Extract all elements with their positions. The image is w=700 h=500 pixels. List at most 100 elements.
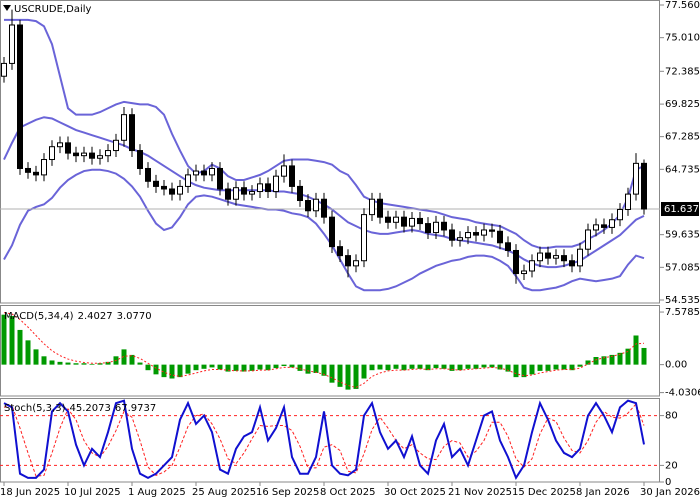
macd-bar xyxy=(97,363,103,365)
candle-body xyxy=(353,260,359,267)
x-tick-label: 30 Oct 2025 xyxy=(384,487,446,498)
macd-bar xyxy=(329,364,335,383)
candle-body xyxy=(193,170,199,176)
candle-body xyxy=(449,229,455,241)
macd-bar xyxy=(449,364,455,371)
y-tick-label: 64.735 xyxy=(665,164,700,175)
candle-body xyxy=(177,185,183,195)
macd-bar xyxy=(529,364,535,375)
macd-bar xyxy=(409,364,415,369)
candle-body xyxy=(521,270,527,275)
macd-bar xyxy=(369,364,375,371)
candle-body xyxy=(201,170,207,176)
candle-body xyxy=(305,200,311,212)
candle-body xyxy=(529,260,535,272)
macd-bar xyxy=(601,356,607,365)
candle-body xyxy=(553,255,559,259)
candle-body xyxy=(561,255,567,262)
macd-bar xyxy=(465,364,471,369)
candle-body xyxy=(1,62,7,77)
candle-body xyxy=(321,198,327,218)
x-tick-label: 8 Oct 2025 xyxy=(320,487,375,498)
macd-bar xyxy=(201,364,207,369)
macd-bar xyxy=(185,364,191,374)
y-tick-label: 20 xyxy=(665,460,678,471)
macd-bar xyxy=(593,357,599,365)
y-tick-label: 57.085 xyxy=(665,262,700,273)
candle-body xyxy=(129,114,135,152)
macd-bar xyxy=(289,364,295,368)
candle-body xyxy=(601,224,607,228)
macd-bar xyxy=(433,364,439,369)
candle-body xyxy=(393,216,399,223)
candle-body xyxy=(17,24,23,169)
candle-body xyxy=(585,229,591,250)
macd-bar xyxy=(225,364,231,372)
candle-body xyxy=(113,139,119,152)
candle-body xyxy=(401,216,407,227)
macd-bar xyxy=(41,356,47,365)
macd-bar xyxy=(49,360,55,365)
candle-body xyxy=(169,188,175,195)
macd-bar xyxy=(9,316,15,365)
y-tick-label: 0 xyxy=(665,477,671,488)
macd-bar xyxy=(569,364,575,371)
macd-value: 2.4027 xyxy=(78,311,113,322)
chart-title: USCRUDE,Daily xyxy=(14,4,91,15)
y-tick-label: 80 xyxy=(665,411,678,422)
candle-body xyxy=(289,165,295,187)
macd-bar xyxy=(513,364,519,378)
y-tick-label: 7.5785 xyxy=(665,307,700,318)
macd-bar xyxy=(193,364,199,371)
candle-body xyxy=(609,219,615,228)
candle-body xyxy=(225,188,231,200)
macd-bar xyxy=(57,361,63,365)
macd-bar xyxy=(641,347,647,365)
x-tick-label: 30 Jan 2026 xyxy=(640,487,700,498)
stoch-main-line xyxy=(3,399,645,481)
candle-body xyxy=(233,187,239,200)
macd-bar xyxy=(361,364,367,379)
candle-body xyxy=(105,150,111,157)
menu-triangle[interactable] xyxy=(3,5,11,11)
macd-bar xyxy=(121,349,127,365)
macd-bar xyxy=(425,364,431,371)
macd-bar xyxy=(241,364,247,372)
candle-body xyxy=(337,246,343,257)
candle-body xyxy=(145,167,151,182)
candle-body xyxy=(465,232,471,239)
candle-body xyxy=(497,230,503,244)
y-tick-label: 54.535 xyxy=(665,295,700,306)
y-tick-label: 77.560 xyxy=(665,0,700,11)
macd-bar xyxy=(561,364,567,370)
price-tag-label: 61.637 xyxy=(664,204,699,215)
macd-bar xyxy=(169,364,175,379)
macd-bar xyxy=(217,364,223,370)
candle-body xyxy=(217,167,223,190)
y-tick-label: 67.285 xyxy=(665,132,700,143)
candle-body xyxy=(409,217,415,227)
macd-bar xyxy=(233,364,239,371)
candle-body xyxy=(209,167,215,176)
macd-bar xyxy=(81,363,87,365)
candle-body xyxy=(297,185,303,202)
candle-body xyxy=(49,146,55,161)
y-tick-label: 59.635 xyxy=(665,230,700,241)
price-tag xyxy=(661,202,699,217)
stoch-panel xyxy=(0,398,660,483)
candle-body xyxy=(369,198,375,216)
candle-body xyxy=(9,24,15,64)
candle-body xyxy=(41,159,47,176)
candle-body xyxy=(265,183,271,193)
macd-bar xyxy=(577,364,583,367)
macd-bar xyxy=(89,363,95,365)
macd-bar xyxy=(273,364,279,369)
macd-bar xyxy=(489,364,495,368)
y-tick-label: -4.0306 xyxy=(665,388,700,399)
candle-body xyxy=(281,165,287,177)
candle-body xyxy=(25,167,31,173)
y-tick-label: 75.010 xyxy=(665,33,700,44)
candle-body xyxy=(81,152,87,157)
x-tick-label: 21 Nov 2025 xyxy=(448,487,512,498)
macd-bar xyxy=(17,329,23,365)
